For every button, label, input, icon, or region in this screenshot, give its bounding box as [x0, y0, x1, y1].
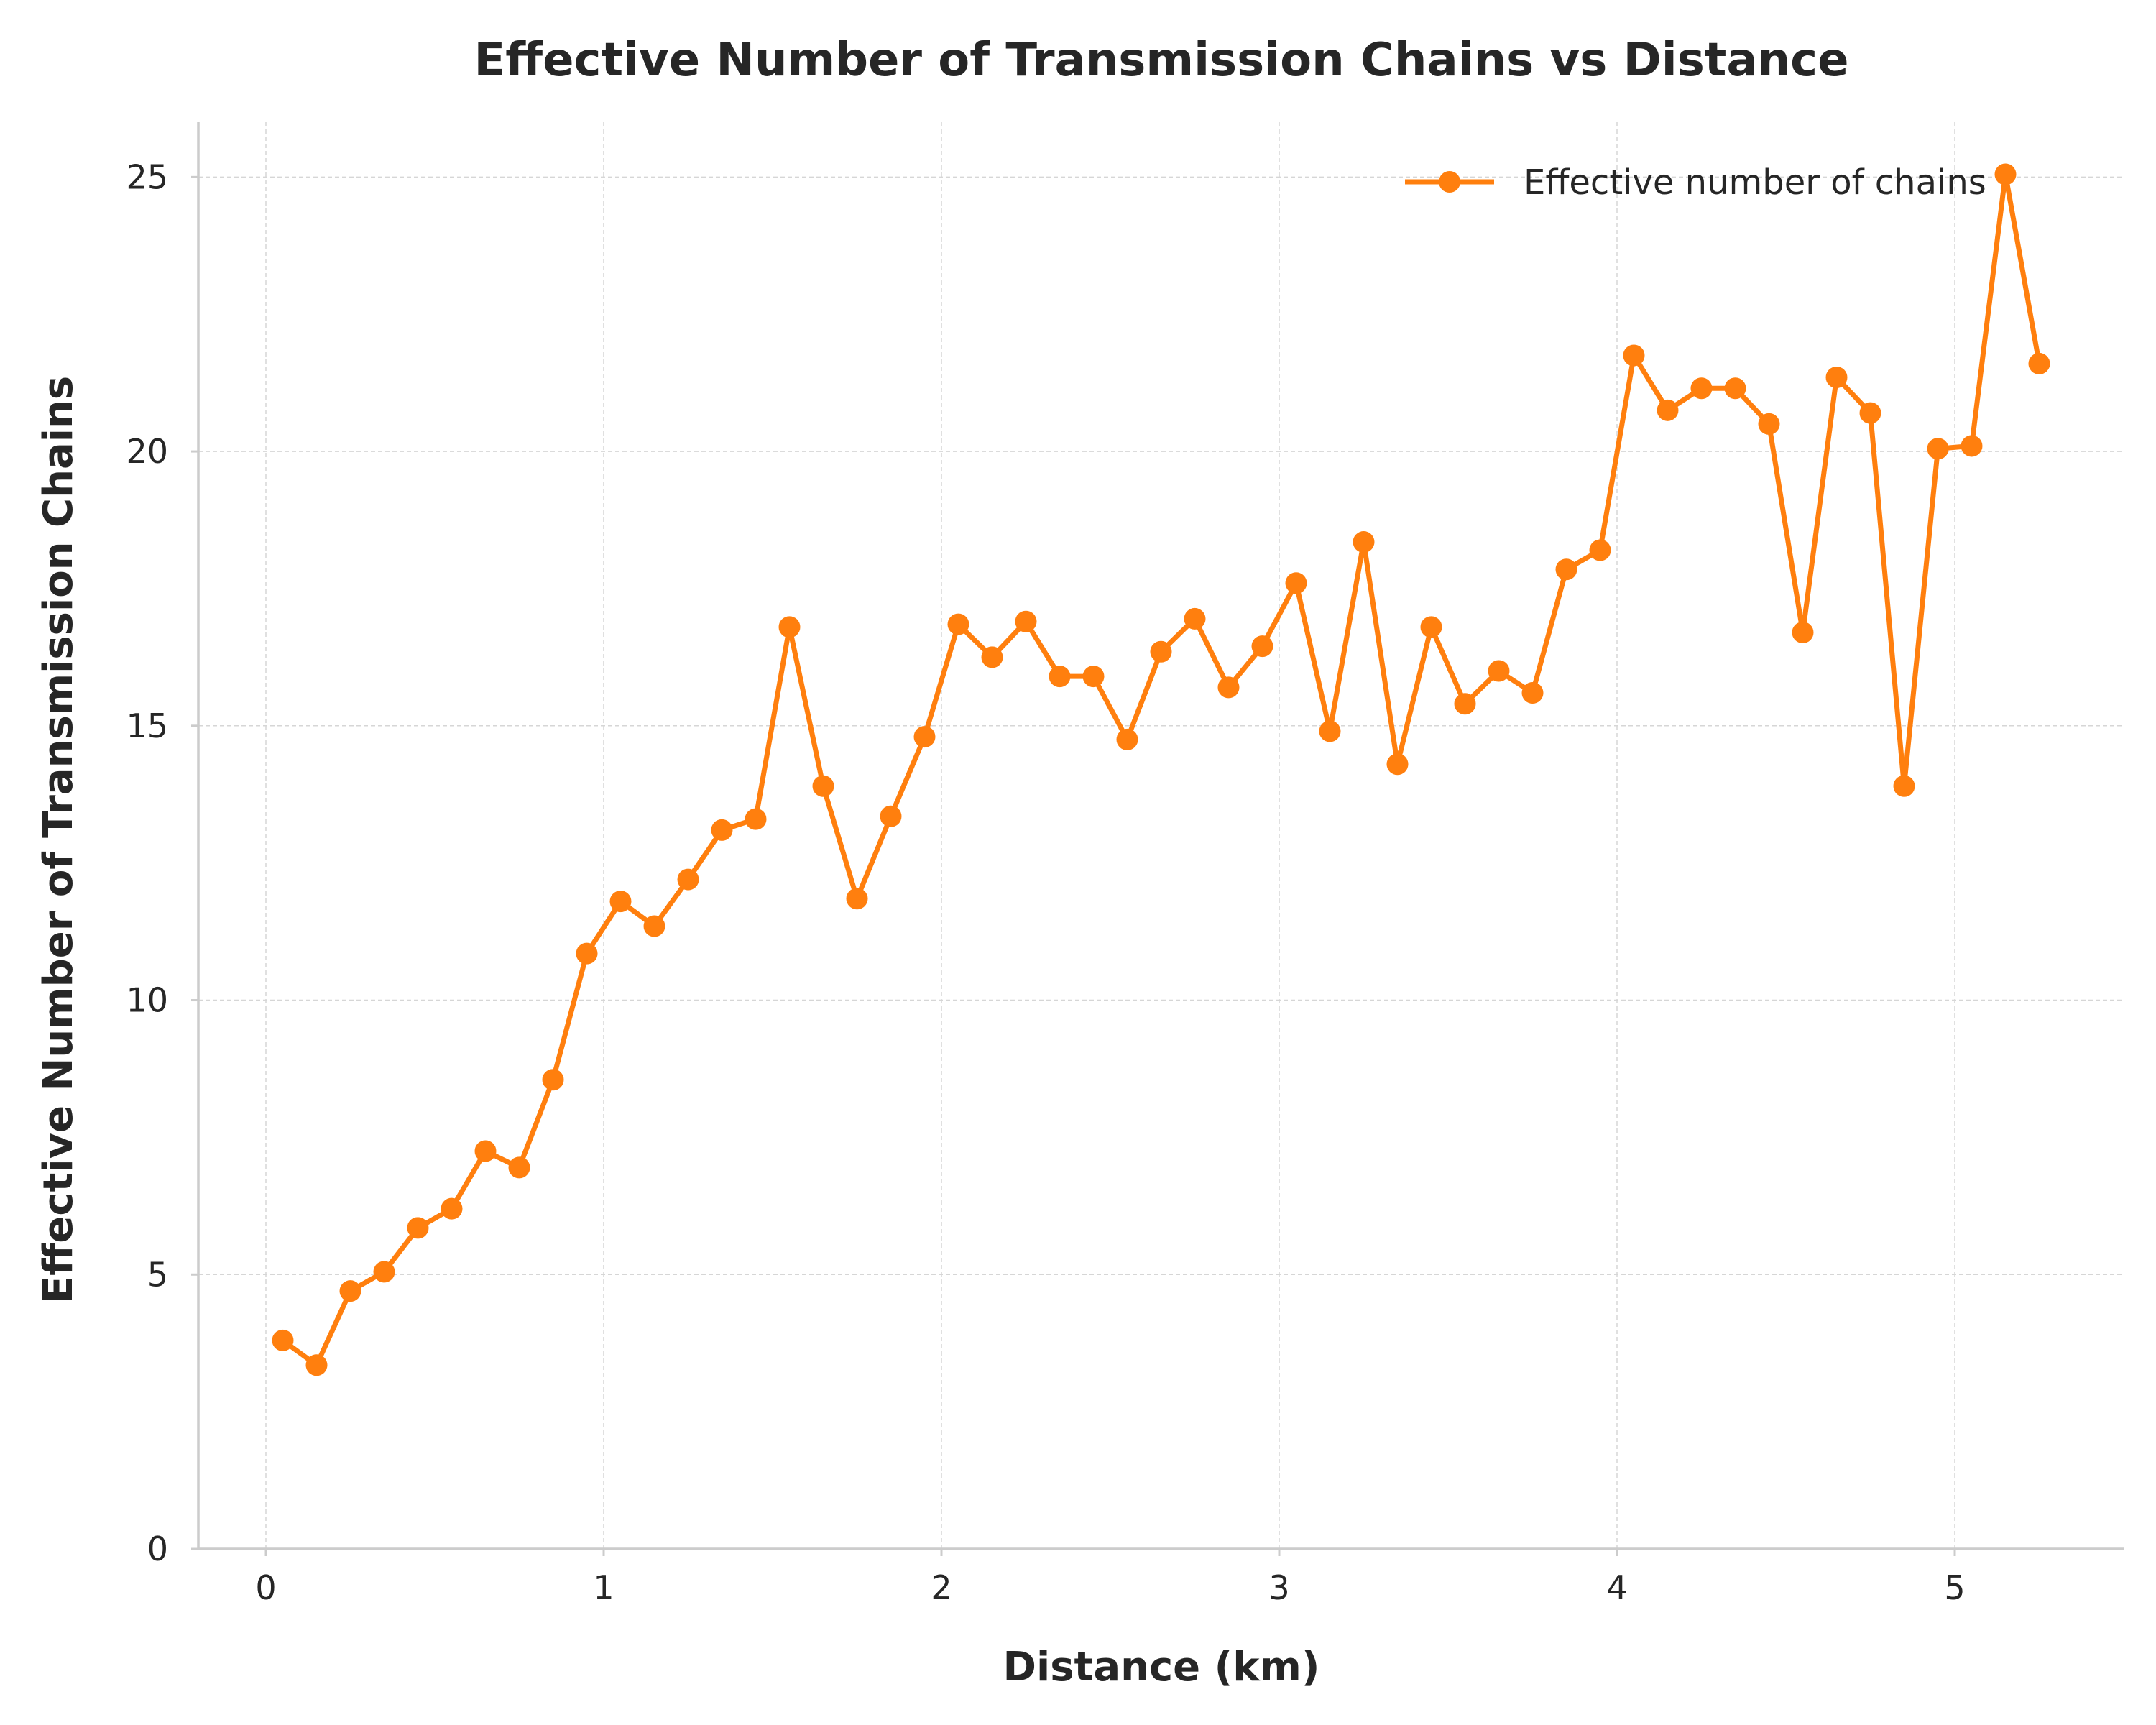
- data-point: [609, 891, 632, 913]
- data-point: [508, 1156, 530, 1179]
- y-tick-label: 0: [147, 1530, 168, 1568]
- data-point: [643, 915, 665, 937]
- data-point: [1454, 693, 1476, 715]
- x-tick-label: 4: [1606, 1568, 1627, 1607]
- data-point: [2028, 352, 2050, 374]
- y-tick-label: 10: [126, 981, 168, 1020]
- x-tick-label: 1: [593, 1568, 614, 1607]
- data-point: [1150, 640, 1172, 663]
- y-tick-label: 5: [147, 1255, 168, 1294]
- chart-title: Effective Number of Transmission Chains …: [474, 34, 1849, 87]
- data-point: [947, 613, 969, 635]
- data-point: [711, 819, 733, 841]
- data-point: [677, 868, 699, 891]
- tick-layer: 0 1 2 3 4 5 0 5 10 15 20 25: [126, 157, 1965, 1607]
- legend: Effective number of chains: [1405, 162, 1986, 203]
- data-point: [745, 808, 767, 830]
- data-point: [272, 1329, 294, 1351]
- series-layer: [272, 163, 2050, 1376]
- data-point: [1420, 616, 1442, 638]
- data-point: [1589, 539, 1611, 561]
- data-point: [1893, 775, 1915, 797]
- x-tick-label: 0: [255, 1568, 276, 1607]
- data-point: [1251, 635, 1273, 658]
- y-axis-label: Effective Number of Transmission Chains: [35, 376, 82, 1303]
- data-point: [339, 1280, 361, 1302]
- data-point: [880, 805, 902, 827]
- data-point: [1859, 402, 1881, 424]
- data-point: [846, 888, 868, 910]
- x-axis-label: Distance (km): [1003, 1644, 1320, 1690]
- data-point: [373, 1261, 395, 1283]
- data-point: [1521, 682, 1544, 704]
- y-tick-label: 25: [126, 157, 168, 196]
- legend-label: Effective number of chains: [1524, 162, 1986, 203]
- data-point: [1724, 377, 1746, 400]
- data-point: [305, 1354, 328, 1376]
- data-point: [1116, 728, 1138, 750]
- data-point: [1690, 377, 1713, 400]
- data-point: [542, 1069, 564, 1091]
- y-tick-label: 20: [126, 432, 168, 471]
- data-point: [1319, 720, 1341, 742]
- data-point: [1049, 666, 1071, 688]
- data-point: [1555, 558, 1577, 581]
- data-point: [1758, 413, 1780, 435]
- data-point: [1386, 753, 1409, 776]
- data-point: [1927, 438, 1949, 460]
- axes-spines: [197, 122, 2124, 1550]
- data-point: [1994, 163, 2017, 185]
- grid-layer: [198, 122, 2124, 1550]
- x-tick-label: 3: [1268, 1568, 1289, 1607]
- data-point: [1488, 660, 1510, 682]
- data-point: [1217, 676, 1240, 699]
- data-point: [812, 775, 834, 797]
- series-line: [280, 172, 2042, 1368]
- data-point: [1285, 572, 1307, 594]
- y-tick-label: 15: [126, 707, 168, 745]
- data-point: [981, 646, 1003, 668]
- x-tick-label: 2: [931, 1568, 952, 1607]
- data-point: [1961, 435, 1983, 457]
- data-point: [1825, 367, 1848, 389]
- data-point: [441, 1197, 463, 1220]
- data-point: [576, 942, 598, 965]
- data-point: [1184, 607, 1206, 630]
- data-point: [1657, 399, 1679, 421]
- legend-marker-swatch: [1439, 171, 1460, 193]
- data-point: [913, 726, 936, 748]
- data-point: [1623, 344, 1645, 367]
- x-tick-label: 5: [1944, 1568, 1965, 1607]
- data-point: [1353, 531, 1375, 553]
- data-point: [778, 616, 801, 638]
- data-point: [1015, 610, 1037, 632]
- data-point: [407, 1217, 429, 1239]
- data-point: [1082, 666, 1105, 688]
- data-point: [474, 1140, 497, 1162]
- data-point: [1792, 622, 1814, 644]
